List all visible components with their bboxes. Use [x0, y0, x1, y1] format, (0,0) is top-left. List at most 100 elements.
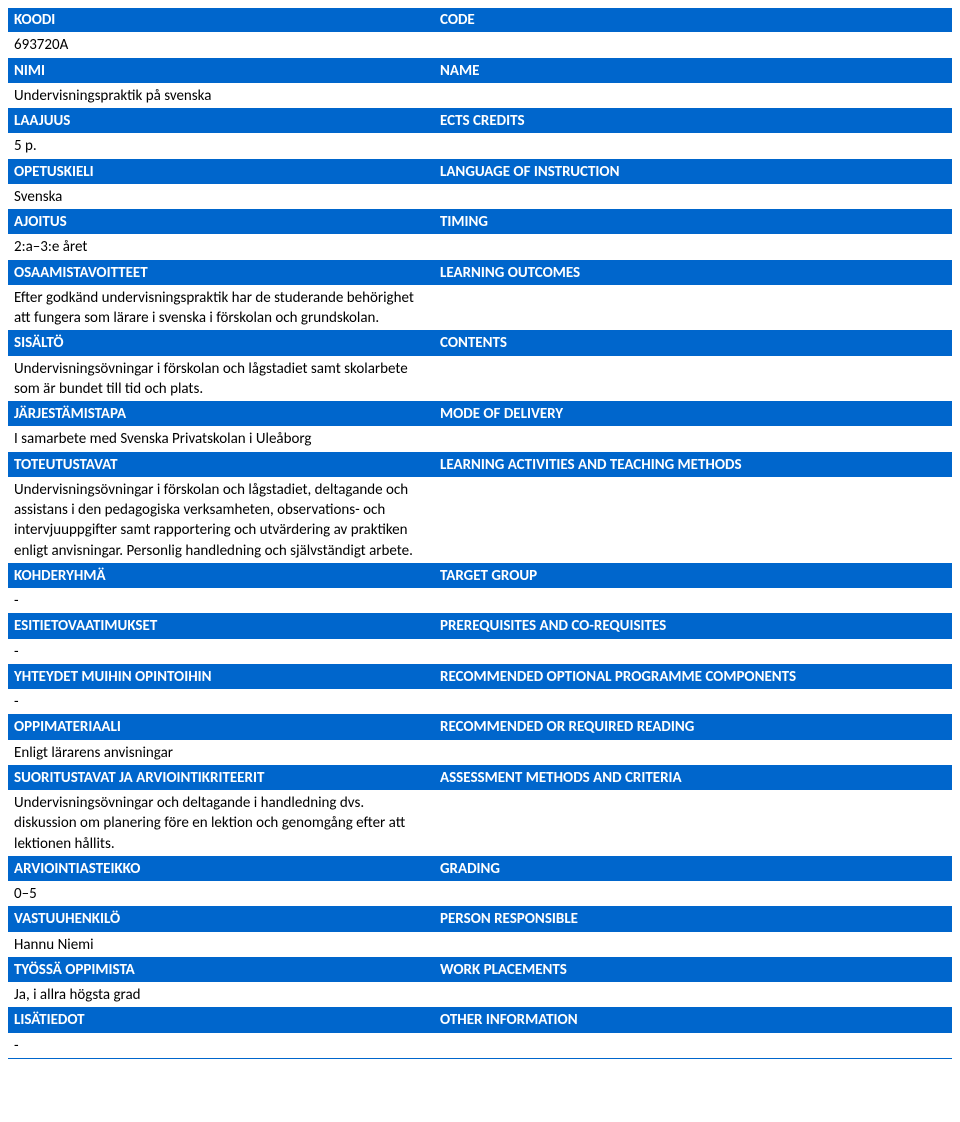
- section-content-row: Enligt lärarens anvisningar: [8, 740, 952, 765]
- finnish-header-cell: LAAJUUS: [8, 109, 434, 134]
- finnish-content-cell: I samarbete med Svenska Privatskolan i U…: [8, 427, 434, 452]
- finnish-content-cell: -: [8, 589, 434, 614]
- finnish-header-cell: AJOITUS: [8, 210, 434, 235]
- section-header-row: NIMINAME: [8, 58, 952, 83]
- finnish-content-cell: Svenska: [8, 184, 434, 209]
- finnish-header-cell: OSAAMISTAVOITTEET: [8, 260, 434, 285]
- english-content-cell: [434, 932, 952, 957]
- english-header-cell: OTHER INFORMATION: [434, 1008, 952, 1033]
- section-header-row: LISÄTIEDOTOTHER INFORMATION: [8, 1008, 952, 1033]
- section-content-row: Efter godkänd undervisningspraktik har d…: [8, 285, 952, 331]
- finnish-content-cell: Undervisningsövningar i förskolan och lå…: [8, 477, 434, 563]
- section-content-row: 5 p.: [8, 134, 952, 159]
- finnish-content-cell: Efter godkänd undervisningspraktik har d…: [8, 285, 434, 331]
- finnish-content-cell: Enligt lärarens anvisningar: [8, 740, 434, 765]
- finnish-header-cell: KOODI: [8, 8, 434, 33]
- section-content-row: -: [8, 690, 952, 715]
- english-header-cell: ASSESSMENT METHODS AND CRITERIA: [434, 765, 952, 790]
- section-content-row: -: [8, 1033, 952, 1058]
- english-content-cell: [434, 740, 952, 765]
- finnish-header-cell: OPPIMATERIAALI: [8, 715, 434, 740]
- finnish-content-cell: Hannu Niemi: [8, 932, 434, 957]
- english-content-cell: [434, 639, 952, 664]
- finnish-header-cell: ESITIETOVAATIMUKSET: [8, 614, 434, 639]
- finnish-content-cell: Ja, i allra högsta grad: [8, 983, 434, 1008]
- finnish-content-cell: -: [8, 639, 434, 664]
- finnish-header-cell: TOTEUTUSTAVAT: [8, 452, 434, 477]
- section-content-row: -: [8, 589, 952, 614]
- english-header-cell: NAME: [434, 58, 952, 83]
- english-header-cell: RECOMMENDED OR REQUIRED READING: [434, 715, 952, 740]
- finnish-header-cell: TYÖSSÄ OPPIMISTA: [8, 957, 434, 982]
- english-header-cell: ECTS CREDITS: [434, 109, 952, 134]
- section-content-row: 2:a–3:e året: [8, 235, 952, 260]
- english-header-cell: CODE: [434, 8, 952, 33]
- english-content-cell: [434, 983, 952, 1008]
- finnish-header-cell: SISÄLTÖ: [8, 331, 434, 356]
- section-content-row: 0–5: [8, 882, 952, 907]
- section-header-row: LAAJUUSECTS CREDITS: [8, 109, 952, 134]
- section-content-row: Undervisningsövningar i förskolan och lå…: [8, 356, 952, 402]
- english-header-cell: PREREQUISITES AND CO-REQUISITES: [434, 614, 952, 639]
- finnish-header-cell: OPETUSKIELI: [8, 159, 434, 184]
- english-content-cell: [434, 285, 952, 331]
- section-header-row: OPPIMATERIAALIRECOMMENDED OR REQUIRED RE…: [8, 715, 952, 740]
- section-content-row: Undervisningspraktik på svenska: [8, 83, 952, 108]
- section-content-row: I samarbete med Svenska Privatskolan i U…: [8, 427, 952, 452]
- english-content-cell: [434, 477, 952, 563]
- finnish-header-cell: ARVIOINTIASTEIKKO: [8, 856, 434, 881]
- finnish-content-cell: Undervisningsövningar och deltagande i h…: [8, 791, 434, 857]
- english-content-cell: [434, 589, 952, 614]
- english-header-cell: GRADING: [434, 856, 952, 881]
- english-content-cell: [434, 356, 952, 402]
- section-header-row: SUORITUSTAVAT JA ARVIOINTIKRITEERITASSES…: [8, 765, 952, 790]
- english-header-cell: WORK PLACEMENTS: [434, 957, 952, 982]
- section-header-row: JÄRJESTÄMISTAPAMODE OF DELIVERY: [8, 402, 952, 427]
- finnish-header-cell: VASTUUHENKILÖ: [8, 907, 434, 932]
- english-header-cell: PERSON RESPONSIBLE: [434, 907, 952, 932]
- english-content-cell: [434, 83, 952, 108]
- finnish-header-cell: KOHDERYHMÄ: [8, 563, 434, 588]
- finnish-header-cell: NIMI: [8, 58, 434, 83]
- section-header-row: KOODICODE: [8, 8, 952, 33]
- section-content-row: 693720A: [8, 33, 952, 58]
- english-content-cell: [434, 235, 952, 260]
- english-header-cell: LANGUAGE OF INSTRUCTION: [434, 159, 952, 184]
- english-content-cell: [434, 427, 952, 452]
- english-content-cell: [434, 1033, 952, 1058]
- english-content-cell: [434, 184, 952, 209]
- finnish-content-cell: 0–5: [8, 882, 434, 907]
- english-header-cell: RECOMMENDED OPTIONAL PROGRAMME COMPONENT…: [434, 664, 952, 689]
- english-content-cell: [434, 882, 952, 907]
- english-header-cell: LEARNING OUTCOMES: [434, 260, 952, 285]
- section-header-row: ESITIETOVAATIMUKSETPREREQUISITES AND CO-…: [8, 614, 952, 639]
- finnish-header-cell: LISÄTIEDOT: [8, 1008, 434, 1033]
- section-content-row: Ja, i allra högsta grad: [8, 983, 952, 1008]
- section-content-row: Undervisningsövningar och deltagande i h…: [8, 791, 952, 857]
- english-content-cell: [434, 690, 952, 715]
- section-header-row: TOTEUTUSTAVATLEARNING ACTIVITIES AND TEA…: [8, 452, 952, 477]
- section-header-row: YHTEYDET MUIHIN OPINTOIHINRECOMMENDED OP…: [8, 664, 952, 689]
- finnish-content-cell: 2:a–3:e året: [8, 235, 434, 260]
- finnish-content-cell: -: [8, 690, 434, 715]
- section-header-row: VASTUUHENKILÖPERSON RESPONSIBLE: [8, 907, 952, 932]
- section-header-row: KOHDERYHMÄTARGET GROUP: [8, 563, 952, 588]
- section-content-row: Hannu Niemi: [8, 932, 952, 957]
- finnish-content-cell: Undervisningspraktik på svenska: [8, 83, 434, 108]
- finnish-content-cell: Undervisningsövningar i förskolan och lå…: [8, 356, 434, 402]
- section-header-row: OPETUSKIELILANGUAGE OF INSTRUCTION: [8, 159, 952, 184]
- english-content-cell: [434, 33, 952, 58]
- section-header-row: SISÄLTÖCONTENTS: [8, 331, 952, 356]
- section-header-row: TYÖSSÄ OPPIMISTAWORK PLACEMENTS: [8, 957, 952, 982]
- section-header-row: OSAAMISTAVOITTEETLEARNING OUTCOMES: [8, 260, 952, 285]
- english-content-cell: [434, 134, 952, 159]
- section-header-row: AJOITUSTIMING: [8, 210, 952, 235]
- section-header-row: ARVIOINTIASTEIKKOGRADING: [8, 856, 952, 881]
- section-content-row: Undervisningsövningar i förskolan och lå…: [8, 477, 952, 563]
- finnish-header-cell: YHTEYDET MUIHIN OPINTOIHIN: [8, 664, 434, 689]
- section-content-row: -: [8, 639, 952, 664]
- english-header-cell: CONTENTS: [434, 331, 952, 356]
- english-content-cell: [434, 791, 952, 857]
- english-header-cell: MODE OF DELIVERY: [434, 402, 952, 427]
- english-header-cell: TARGET GROUP: [434, 563, 952, 588]
